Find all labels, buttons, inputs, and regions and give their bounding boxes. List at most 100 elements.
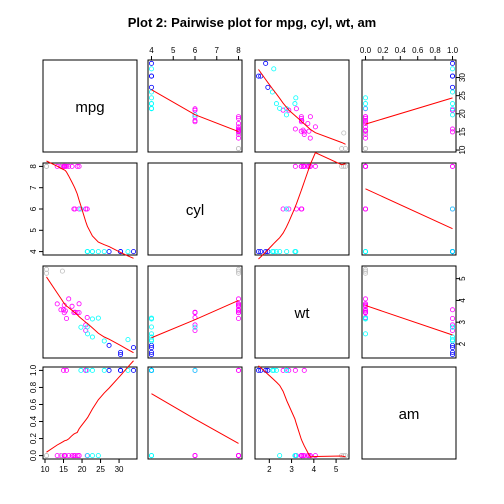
point-am-mpg — [89, 453, 95, 459]
point-am-wt — [312, 453, 318, 459]
point-cyl-wt — [277, 249, 283, 255]
point-wt-mpg — [131, 345, 137, 351]
point-mpg-am — [450, 101, 456, 107]
panel-am-am: am — [361, 366, 457, 460]
tick-label: 3 — [458, 319, 467, 324]
point-mpg-cyl — [148, 73, 154, 79]
point-wt-cyl — [236, 266, 242, 272]
point-wt-cyl — [236, 296, 242, 302]
point-am-mpg — [78, 367, 84, 373]
panel-frame — [42, 162, 138, 256]
point-cyl-wt — [292, 249, 298, 255]
tick-label: 0.0 — [360, 46, 372, 55]
tick-label: 1.0 — [29, 364, 38, 376]
point-am-wt — [298, 453, 304, 459]
panel-wt-cyl — [147, 265, 243, 359]
panel-frame — [254, 59, 350, 153]
point-mpg-wt — [312, 124, 318, 130]
diagonal-label-cyl: cyl — [186, 202, 204, 219]
point-cyl-mpg — [89, 249, 95, 255]
point-mpg-cyl — [192, 119, 198, 125]
point-wt-am — [450, 352, 456, 358]
point-mpg-wt — [301, 129, 307, 135]
tick-label: 0.8 — [430, 46, 442, 55]
point-cyl-mpg — [101, 249, 107, 255]
point-am-mpg — [106, 367, 112, 373]
point-wt-am — [450, 324, 456, 330]
point-wt-am — [362, 308, 368, 314]
tick-label: 0.0 — [29, 449, 38, 461]
point-cyl-am — [450, 249, 456, 255]
point-mpg-cyl — [236, 121, 242, 127]
top-axis-cyl: 4 5 6 7 8 — [149, 46, 241, 61]
tick-label: 15 — [59, 465, 68, 474]
right-axis-mpg: 10 15 20 25 30 — [455, 73, 467, 154]
smooth-line-wt-cyl — [151, 299, 239, 339]
point-cyl-mpg — [76, 206, 82, 212]
point-am-wt — [277, 453, 283, 459]
point-wt-mpg — [58, 307, 64, 313]
point-am-cyl — [192, 453, 198, 459]
bottom-axis-wt: 2 3 4 5 — [267, 458, 339, 474]
point-wt-am — [362, 270, 368, 276]
point-mpg-cyl — [192, 106, 198, 112]
smooth-line-cyl-mpg — [46, 160, 134, 259]
point-wt-mpg — [118, 349, 124, 355]
point-cyl-wt — [292, 163, 298, 169]
chart-title: Plot 2: Pairwise plot for mpg, cyl, wt, … — [128, 15, 377, 30]
panel-mpg-am — [361, 59, 457, 153]
tick-label: 0.2 — [377, 46, 389, 55]
point-am-wt — [280, 367, 286, 373]
point-wt-cyl — [192, 322, 198, 328]
smooth-line-mpg-am — [365, 97, 453, 125]
point-wt-mpg — [43, 270, 49, 276]
point-cyl-mpg — [83, 206, 89, 212]
point-cyl-mpg — [69, 163, 75, 169]
tick-label: 0.4 — [395, 46, 407, 55]
panel-frame — [254, 162, 350, 256]
point-wt-mpg — [89, 334, 95, 340]
point-am-wt — [343, 453, 349, 459]
tick-label: 0.2 — [29, 432, 38, 444]
point-mpg-wt — [293, 106, 299, 112]
point-cyl-mpg — [43, 163, 49, 169]
panel-frame — [361, 162, 457, 256]
tick-label: 6 — [193, 46, 198, 55]
point-mpg-wt — [284, 106, 290, 112]
point-am-mpg — [84, 367, 90, 373]
tick-label: 7 — [215, 46, 220, 55]
point-mpg-cyl — [236, 116, 242, 122]
panel-frame — [254, 265, 350, 359]
tick-label: 5 — [334, 465, 339, 474]
smooth-line-wt-mpg — [46, 276, 134, 354]
point-wt-am — [362, 310, 368, 316]
point-wt-cyl — [148, 324, 154, 330]
point-mpg-cyl — [236, 135, 242, 141]
panel-frame — [254, 366, 350, 460]
point-mpg-am — [450, 66, 456, 72]
point-wt-am — [450, 338, 456, 344]
point-mpg-am — [362, 105, 368, 111]
point-wt-mpg — [89, 316, 95, 322]
point-cyl-am — [362, 163, 368, 169]
point-wt-mpg — [84, 324, 90, 330]
point-cyl-mpg — [106, 249, 112, 255]
point-wt-cyl — [236, 270, 242, 276]
point-cyl-mpg — [131, 249, 137, 255]
point-wt-cyl — [148, 316, 154, 322]
point-mpg-cyl — [192, 107, 198, 113]
point-wt-mpg — [71, 310, 77, 316]
point-mpg-am — [362, 114, 368, 120]
point-am-mpg — [118, 367, 124, 373]
point-am-wt — [292, 367, 298, 373]
point-wt-mpg — [118, 352, 124, 358]
point-cyl-wt — [283, 206, 289, 212]
point-wt-am — [362, 266, 368, 272]
panel-cyl-am — [361, 162, 457, 256]
point-mpg-wt — [277, 105, 283, 111]
point-wt-cyl — [236, 310, 242, 316]
point-am-wt — [292, 453, 298, 459]
point-mpg-cyl — [192, 112, 198, 118]
smooth-line-am-mpg — [46, 360, 134, 453]
